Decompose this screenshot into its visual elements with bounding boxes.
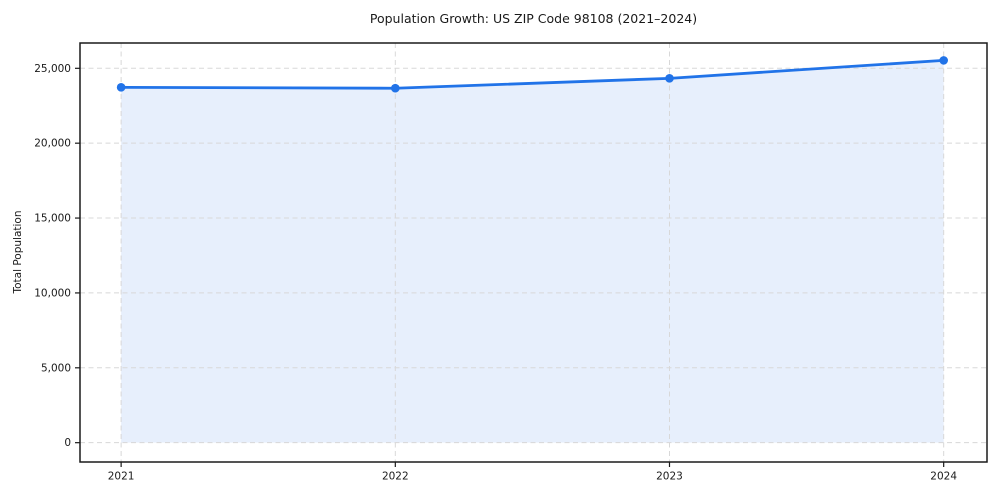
data-point-2022 <box>391 83 400 93</box>
x-tick-label: 2021 <box>108 471 135 483</box>
area-fill <box>121 60 944 443</box>
data-point-2023 <box>665 74 674 83</box>
plot-border <box>79 42 988 463</box>
y-tick-label: 20,000 <box>34 138 71 150</box>
x-tick-label: 2023 <box>656 471 683 483</box>
y-tick-label: 5,000 <box>41 362 71 374</box>
y-tick-label: 25,000 <box>34 63 71 75</box>
data-point-2021 <box>116 83 126 92</box>
x-tick-label: 2022 <box>382 471 409 483</box>
y-tick-label: 10,000 <box>34 287 71 299</box>
y-tick-label: 15,000 <box>34 213 71 225</box>
y-tick-label: 0 <box>64 437 71 449</box>
data-point-2024 <box>939 56 948 65</box>
trend-line <box>119 58 946 90</box>
chart-title: Population Growth: US ZIP Code 98108 (20… <box>369 11 698 26</box>
x-tick-label: 2024 <box>930 471 957 483</box>
